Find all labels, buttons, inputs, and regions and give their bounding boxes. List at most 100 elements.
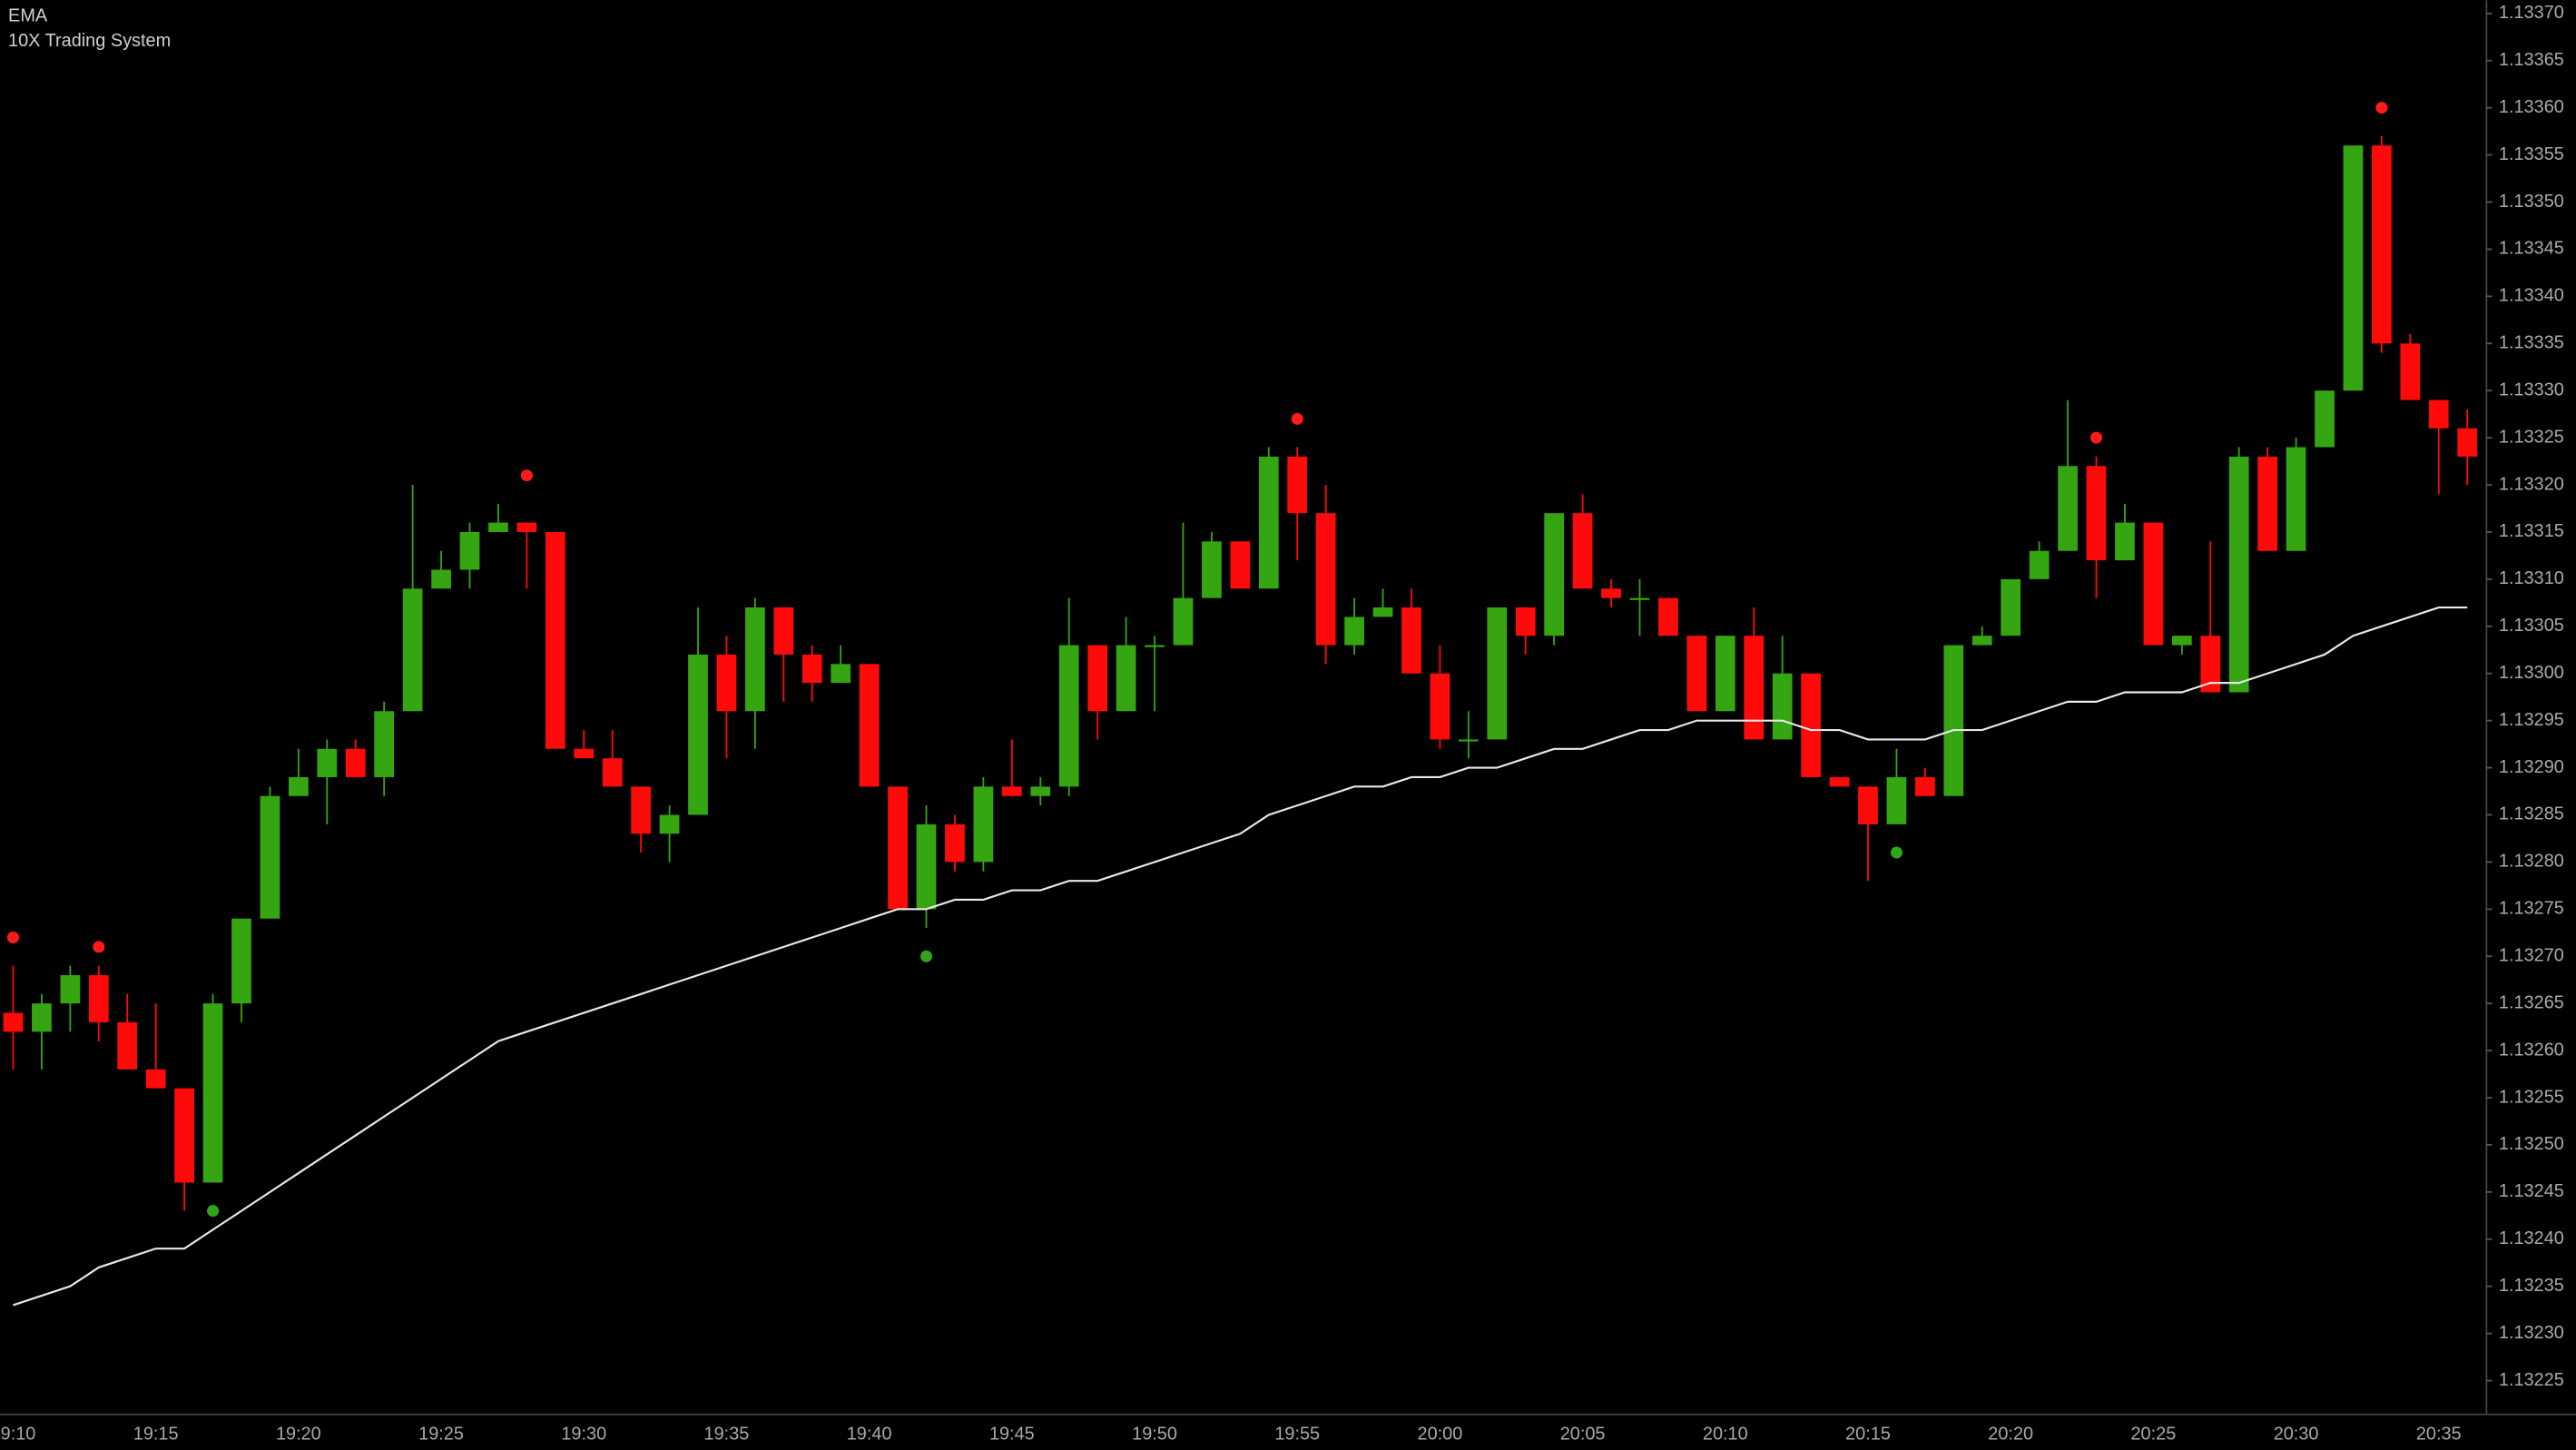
candle-body (1772, 673, 1793, 740)
y-tick-label: 1.13365 (2499, 50, 2564, 70)
buy-signal (1890, 846, 1903, 859)
candle-body (2029, 550, 2050, 579)
chart-title: EMA (8, 6, 48, 26)
candle-body (2086, 466, 2107, 561)
candle-body (1258, 456, 1279, 589)
candle-body (2171, 636, 2192, 646)
candle-body (716, 654, 737, 712)
x-tick-label: 20:20 (1988, 1425, 2033, 1445)
x-tick-label: 20:25 (2131, 1425, 2177, 1445)
candle-body (916, 824, 937, 910)
candle-body (1629, 597, 1650, 600)
candle-body (973, 786, 994, 863)
x-tick-label: 20:35 (2416, 1425, 2462, 1445)
candle-body (574, 748, 595, 759)
candle-body (2372, 145, 2392, 344)
candle-body (1287, 456, 1308, 514)
y-tick-label: 1.13310 (2499, 568, 2564, 588)
candle-body (2228, 456, 2249, 693)
candle-body (145, 1069, 166, 1089)
sell-signal (6, 931, 19, 943)
candle-body (1487, 607, 1508, 740)
x-tick-label: 19:10 (0, 1425, 35, 1445)
y-tick-label: 1.13335 (2499, 333, 2564, 353)
candle-body (174, 1088, 194, 1183)
x-tick-label: 19:40 (847, 1425, 892, 1445)
x-tick-label: 19:30 (561, 1425, 606, 1445)
candle-body (88, 975, 109, 1022)
candle-body (516, 522, 537, 532)
sell-signal (93, 941, 105, 953)
candle-body (2058, 466, 2078, 551)
sell-signal (520, 469, 533, 482)
candle-body (1658, 597, 1678, 636)
x-tick-label: 20:10 (1703, 1425, 1748, 1445)
candle-body (260, 795, 280, 919)
candle-body (1915, 776, 1935, 796)
candle-body (1515, 607, 1536, 636)
candle-body (801, 654, 822, 684)
x-tick-label: 20:00 (1418, 1425, 1463, 1445)
candle-body (488, 522, 508, 532)
x-tick-label: 20:30 (2274, 1425, 2319, 1445)
candle-body (1744, 636, 1765, 740)
candle-body (202, 1003, 223, 1183)
sell-signal (2089, 431, 2103, 444)
candle-body (2115, 522, 2135, 561)
candle-body (1030, 786, 1051, 796)
x-tick-label: 19:25 (418, 1425, 464, 1445)
candle-body (1801, 673, 1821, 777)
y-tick-label: 1.13235 (2499, 1276, 2564, 1296)
y-tick-label: 1.13225 (2499, 1370, 2564, 1390)
candle-body (317, 748, 338, 777)
candle-body (1116, 645, 1136, 712)
y-tick-label: 1.13255 (2499, 1087, 2564, 1107)
y-tick-label: 1.13330 (2499, 380, 2564, 399)
y-tick-label: 1.13300 (2499, 663, 2564, 683)
candle-body (1544, 513, 1565, 636)
candle-body (2257, 456, 2278, 551)
candle-body (545, 531, 565, 749)
y-tick-label: 1.13350 (2499, 192, 2564, 212)
candle-body (117, 1021, 138, 1070)
candle-body (289, 776, 309, 796)
candle-body (32, 1003, 52, 1032)
candle-body (2286, 447, 2306, 551)
candle-body (859, 664, 880, 787)
candle-body (2143, 522, 2164, 646)
candle-body (831, 664, 851, 684)
candle-body (631, 786, 651, 834)
candle-body (1087, 645, 1108, 712)
y-tick-label: 1.13355 (2499, 144, 2564, 164)
candle-body (1430, 673, 1450, 740)
chart-subtitle: 10X Trading System (8, 31, 171, 51)
candle-body (2400, 343, 2421, 400)
y-tick-label: 1.13245 (2499, 1181, 2564, 1201)
candle-body (1315, 513, 1336, 646)
candle-body (1058, 645, 1079, 787)
y-tick-label: 1.13240 (2499, 1228, 2564, 1248)
candle-body (1173, 597, 1194, 646)
candle-body (2001, 578, 2021, 636)
candle-body (773, 607, 794, 655)
candle-body (60, 975, 81, 1004)
y-tick-label: 1.13265 (2499, 992, 2564, 1012)
sell-signal (2375, 102, 2388, 114)
candle-body (1202, 541, 1222, 598)
candle-body (1829, 776, 1850, 787)
y-tick-label: 1.13270 (2499, 945, 2564, 965)
y-tick-label: 1.13370 (2499, 3, 2564, 23)
y-tick-label: 1.13275 (2499, 899, 2564, 919)
candle-body (1145, 645, 1165, 647)
candle-body (431, 569, 451, 589)
y-tick-label: 1.13305 (2499, 616, 2564, 636)
candle-body (602, 758, 623, 787)
candle-body (745, 607, 765, 712)
y-tick-label: 1.13320 (2499, 474, 2564, 494)
candle-body (1344, 616, 1364, 646)
candle-body (688, 654, 708, 815)
buy-signal (207, 1205, 220, 1218)
y-tick-label: 1.13290 (2499, 757, 2564, 777)
